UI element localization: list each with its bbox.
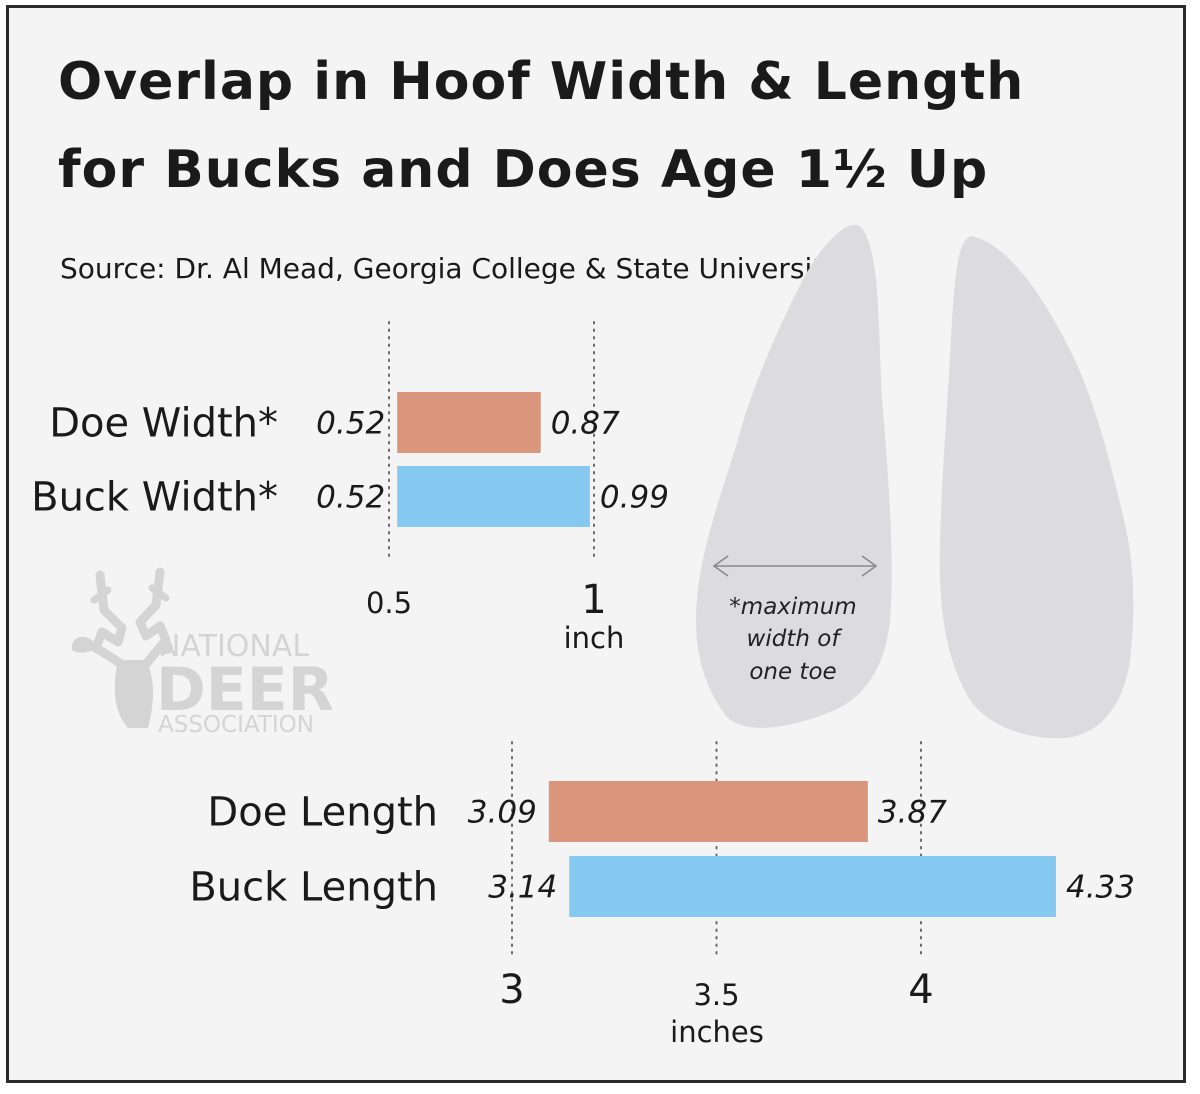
category-label: Buck Length — [189, 865, 438, 911]
hoof-toe-left — [695, 224, 892, 728]
category-label: Buck Width* — [31, 475, 278, 521]
tick-label: 4 — [908, 967, 933, 1013]
length-gridlines — [511, 741, 922, 959]
chart-title-line-2: for Bucks and Does Age 1½ Up — [58, 140, 989, 200]
data-label: 0.87 — [551, 406, 620, 442]
bar — [548, 781, 868, 842]
chart-title: Overlap in Hoof Width & Length for Bucks… — [58, 38, 1138, 214]
data-label: 3.14 — [488, 870, 557, 906]
hoof-toe-right — [939, 236, 1134, 739]
data-label: 3.87 — [878, 795, 947, 831]
annotation-line-3: one toe — [749, 659, 836, 685]
length-category-labels: Doe Length Buck Length — [189, 790, 438, 911]
logo-text-association: ASSOCIATION — [158, 712, 314, 738]
nda-logo: NATIONAL DEER ASSOCIATION — [71, 567, 334, 738]
chart-source: Source: Dr. Al Mead, Georgia College & S… — [60, 252, 840, 285]
logo-text-national: NATIONAL — [158, 629, 309, 664]
bar — [397, 466, 590, 527]
tick-label: 3 — [499, 967, 524, 1013]
width-bars — [397, 392, 590, 527]
category-label: Doe Width* — [49, 401, 278, 447]
width-category-labels: Doe Width* Buck Width* — [31, 401, 278, 521]
data-label: 3.09 — [468, 795, 537, 831]
tick-label: 3.5 — [693, 978, 739, 1012]
width-gridlines — [388, 321, 595, 563]
length-bars — [548, 781, 1056, 917]
width-value-labels: 0.52 0.87 0.52 0.99 — [316, 406, 669, 516]
annotation-line-1: *maximum — [729, 594, 856, 620]
data-label: 4.33 — [1066, 870, 1135, 906]
width-measure-arrow — [712, 555, 878, 577]
length-chart: Doe Length Buck Length 3.09 3.87 3.14 4.33 3… — [189, 741, 1135, 1049]
length-tick-labels: 3 3.5 4 — [499, 967, 933, 1013]
width-tick-labels: 0.5 1 — [366, 577, 607, 623]
tick-label: 0.5 — [366, 586, 412, 620]
length-unit-label: inches — [670, 1015, 764, 1049]
length-value-labels: 3.09 3.87 3.14 4.33 — [468, 795, 1135, 906]
tick-label: 1 — [581, 577, 606, 623]
chart-title-line-1: Overlap in Hoof Width & Length — [58, 52, 1025, 112]
data-label: 0.99 — [600, 480, 669, 516]
logo-text-deer: DEER — [156, 655, 334, 725]
data-label: 0.52 — [316, 406, 385, 442]
data-label: 0.52 — [316, 480, 385, 516]
hoof-illustration: *maximum width of one toe — [695, 224, 1134, 739]
deer-head-icon — [71, 567, 173, 728]
category-label: Doe Length — [207, 790, 438, 836]
width-unit-label: inch — [564, 621, 625, 655]
bar — [397, 392, 541, 453]
bar — [569, 856, 1056, 917]
annotation-line-2: width of — [747, 626, 843, 652]
width-chart: Doe Width* Buck Width* 0.52 0.87 0.52 0.99 0… — [31, 321, 669, 655]
